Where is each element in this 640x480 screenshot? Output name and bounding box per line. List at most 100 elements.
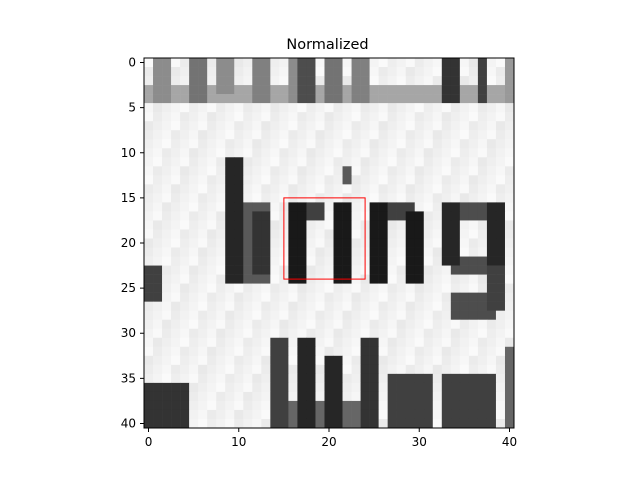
heatmap-cell: [243, 274, 253, 284]
heatmap-image: [144, 58, 514, 428]
heatmap-cell: [342, 292, 352, 302]
heatmap-cell: [450, 67, 461, 77]
heatmap-cell: [189, 283, 199, 293]
heatmap-cell: [396, 382, 406, 393]
heatmap-cell: [396, 238, 406, 248]
heatmap-cell: [198, 418, 208, 428]
heatmap-cell: [495, 364, 506, 375]
heatmap-cell: [324, 130, 334, 140]
heatmap-cell: [153, 337, 163, 348]
heatmap-cell: [270, 184, 280, 194]
heatmap-cell: [405, 382, 416, 393]
heatmap-cell: [189, 148, 199, 158]
heatmap-cell: [153, 373, 163, 384]
heatmap-cell: [477, 319, 488, 330]
heatmap-cell: [369, 103, 379, 113]
heatmap-cell: [378, 139, 388, 149]
heatmap-cell: [216, 310, 226, 320]
heatmap-cell: [153, 112, 163, 122]
heatmap-cell: [432, 220, 443, 230]
heatmap-cell: [279, 157, 289, 167]
heatmap-cell: [261, 148, 271, 158]
heatmap-cell: [468, 67, 479, 77]
heatmap-cell: [432, 310, 443, 320]
heatmap-cell: [477, 58, 488, 68]
heatmap-cell: [333, 76, 343, 86]
heatmap-cell: [432, 418, 443, 428]
heatmap-cell: [351, 184, 361, 194]
heatmap-cell: [486, 67, 497, 77]
heatmap-cell: [351, 346, 361, 357]
heatmap-cell: [459, 391, 470, 402]
heatmap-cell: [252, 229, 262, 239]
heatmap-cell: [459, 328, 470, 339]
heatmap-cell: [396, 301, 406, 311]
heatmap-cell: [351, 400, 361, 411]
heatmap-cell: [450, 256, 461, 266]
heatmap-cell: [504, 382, 514, 393]
y-tick-label: 5: [128, 101, 136, 115]
heatmap-cell: [225, 184, 235, 194]
heatmap-cell: [378, 355, 388, 366]
heatmap-cell: [162, 94, 172, 104]
heatmap-cell: [252, 337, 262, 348]
heatmap-cell: [396, 94, 406, 104]
heatmap-cell: [153, 157, 163, 167]
heatmap-cell: [144, 409, 154, 420]
heatmap-cell: [504, 409, 514, 420]
heatmap-cell: [225, 382, 235, 393]
heatmap-cell: [216, 202, 226, 212]
heatmap-cell: [180, 193, 190, 203]
heatmap-cell: [360, 76, 370, 86]
heatmap-cell: [207, 58, 217, 68]
heatmap-cell: [477, 193, 488, 203]
heatmap-cell: [441, 355, 452, 366]
heatmap-cell: [216, 265, 226, 275]
heatmap-cell: [153, 139, 163, 149]
heatmap-cell: [441, 292, 452, 302]
heatmap-cell: [387, 76, 397, 86]
heatmap-cell: [495, 409, 506, 420]
heatmap-cell: [387, 229, 397, 239]
heatmap-cell: [225, 166, 235, 176]
heatmap-cell: [468, 148, 479, 158]
heatmap-cell: [387, 148, 397, 158]
heatmap-cell: [270, 310, 280, 320]
heatmap-cell: [279, 391, 289, 402]
heatmap-cell: [171, 76, 181, 86]
heatmap-cell: [297, 175, 307, 185]
heatmap-cell: [261, 193, 271, 203]
heatmap-cell: [495, 103, 506, 113]
heatmap-cell: [243, 283, 253, 293]
heatmap-cell: [261, 355, 271, 366]
heatmap-cell: [189, 238, 199, 248]
heatmap-cell: [351, 166, 361, 176]
heatmap-cell: [216, 58, 226, 68]
heatmap-cell: [216, 256, 226, 266]
heatmap-cell: [144, 139, 154, 149]
heatmap-cell: [207, 274, 217, 284]
heatmap-cell: [306, 94, 316, 104]
heatmap-cell: [324, 103, 334, 113]
heatmap-cell: [414, 184, 425, 194]
heatmap-cell: [360, 391, 370, 402]
y-tick-label: 15: [121, 191, 136, 205]
heatmap-cell: [441, 256, 452, 266]
heatmap-cell: [423, 328, 434, 339]
heatmap-cell: [333, 175, 343, 185]
heatmap-cell: [243, 310, 253, 320]
heatmap-cell: [234, 265, 244, 275]
heatmap-cell: [261, 301, 271, 311]
heatmap-cell: [396, 391, 406, 402]
heatmap-cell: [396, 211, 406, 221]
heatmap-cell: [171, 166, 181, 176]
heatmap-cell: [315, 328, 325, 339]
heatmap-cell: [324, 301, 334, 311]
heatmap-cell: [198, 175, 208, 185]
heatmap-cell: [315, 364, 325, 375]
heatmap-cell: [495, 58, 506, 68]
heatmap-cell: [252, 409, 262, 420]
heatmap-cell: [306, 130, 316, 140]
heatmap-cell: [252, 139, 262, 149]
